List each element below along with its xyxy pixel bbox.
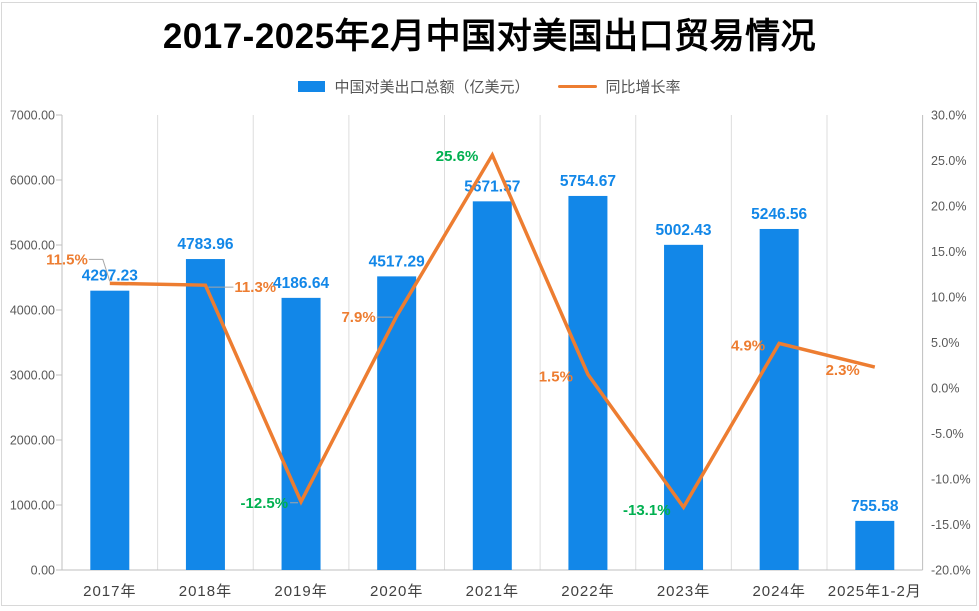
bar-value-label: 5002.43 xyxy=(656,222,712,239)
line-series-swatch-icon xyxy=(557,84,597,89)
bar-value-label: 4297.23 xyxy=(82,268,138,285)
bar-value-label: 5246.56 xyxy=(751,206,807,223)
bar-value-label: 755.58 xyxy=(851,498,899,515)
bar-series-swatch-icon xyxy=(298,81,326,92)
growth-point-label: 4.9% xyxy=(731,337,765,354)
legend-item-growth-rate: 同比增长率 xyxy=(557,76,681,97)
x-axis-category-label: 2019年 xyxy=(274,583,327,600)
label-leader-line xyxy=(88,258,111,282)
bar-value-label: 4783.96 xyxy=(177,236,233,253)
left-axis-tick-label: 6000.00 xyxy=(10,174,55,188)
right-axis-tick-label: -20.0% xyxy=(931,564,971,578)
left-axis-tick-label: 7000.00 xyxy=(10,109,55,123)
legend-label-export-total: 中国对美出口总额（亿美元） xyxy=(334,79,530,96)
x-axis-category-label: 2025年1-2月 xyxy=(828,583,922,600)
bar-2022年 xyxy=(568,195,608,570)
x-axis-category-label: 2020年 xyxy=(370,583,423,600)
growth-point-label: 7.9% xyxy=(341,309,375,326)
growth-point-label: 2.3% xyxy=(826,362,860,379)
right-axis-tick-label: 20.0% xyxy=(931,200,966,214)
x-axis-category-label: 2023年 xyxy=(657,583,710,600)
legend-item-export-total: 中国对美出口总额（亿美元） xyxy=(298,76,530,97)
right-axis-tick-label: 30.0% xyxy=(931,109,966,123)
growth-point-label: -13.1% xyxy=(623,502,671,519)
x-axis-category-label: 2018年 xyxy=(179,583,232,600)
bar-2024年 xyxy=(759,228,799,570)
growth-point-label: 11.5% xyxy=(46,251,88,268)
legend: 中国对美出口总额（亿美元） 同比增长率 xyxy=(0,76,979,97)
bar-2025年1-2月 xyxy=(855,520,895,570)
growth-point-label: 25.6% xyxy=(436,148,479,165)
x-axis-category-label: 2024年 xyxy=(752,583,805,600)
growth-point-label: -12.5% xyxy=(241,495,289,512)
bar-2019年 xyxy=(281,297,321,570)
left-axis-tick-label: 3000.00 xyxy=(10,369,55,383)
right-axis-tick-label: 5.0% xyxy=(931,336,960,350)
bar-value-label: 5754.67 xyxy=(560,173,616,190)
left-axis-tick-label: 5000.00 xyxy=(10,239,55,253)
right-axis-tick-label: 15.0% xyxy=(931,245,966,259)
growth-point-label: 1.5% xyxy=(539,368,573,385)
right-axis-tick-label: -15.0% xyxy=(931,518,971,532)
left-axis-tick-label: 0.00 xyxy=(31,564,55,578)
x-axis-category-label: 2021年 xyxy=(466,583,519,600)
left-axis-tick-label: 1000.00 xyxy=(10,499,55,513)
chart-title: 2017-2025年2月中国对美国出口贸易情况 xyxy=(162,17,817,56)
x-axis-category-label: 2017年 xyxy=(83,583,136,600)
bar-2020年 xyxy=(377,276,417,570)
growth-rate-line xyxy=(109,151,876,511)
right-axis-tick-label: 25.0% xyxy=(931,154,966,168)
right-axis-tick-label: -10.0% xyxy=(931,473,971,487)
bar-2021年 xyxy=(472,201,512,570)
bar-value-label: 4186.64 xyxy=(273,275,329,292)
right-axis-tick-label: 0.0% xyxy=(931,382,960,396)
right-axis-tick-label: 10.0% xyxy=(931,291,966,305)
legend-label-growth-rate: 同比增长率 xyxy=(605,79,681,96)
bar-2017年 xyxy=(90,290,130,570)
left-axis-tick-label: 4000.00 xyxy=(10,304,55,318)
x-axis-category-label: 2022年 xyxy=(561,583,614,600)
right-axis-tick-label: -5.0% xyxy=(931,427,964,441)
bar-2018年 xyxy=(185,259,225,570)
bar-2023年 xyxy=(664,244,704,571)
left-axis-tick-label: 2000.00 xyxy=(10,434,55,448)
bar-value-label: 4517.29 xyxy=(369,253,425,270)
growth-point-label: 11.3% xyxy=(234,279,276,296)
